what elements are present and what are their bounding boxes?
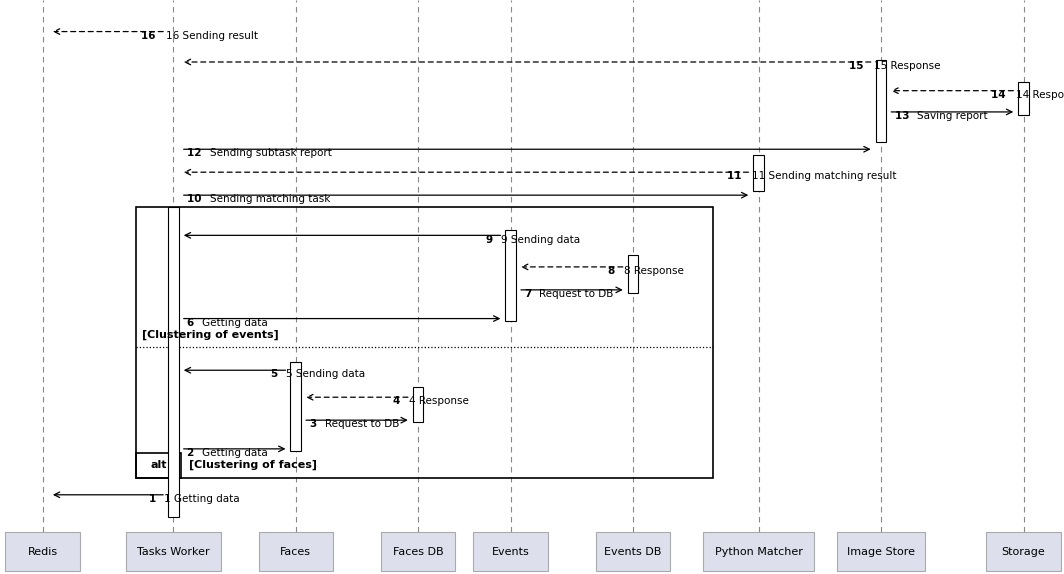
Bar — [986, 532, 1061, 571]
Bar — [628, 255, 638, 293]
Text: 12: 12 — [187, 149, 205, 158]
Text: 15: 15 — [849, 61, 867, 71]
Text: 13: 13 — [895, 111, 913, 121]
Text: Sending matching task: Sending matching task — [210, 195, 330, 204]
Bar — [505, 230, 516, 321]
Text: 5 Sending data: 5 Sending data — [286, 370, 366, 379]
Text: 16: 16 — [142, 31, 160, 41]
Text: 9: 9 — [486, 235, 497, 245]
Bar — [381, 532, 455, 571]
Text: 1: 1 — [149, 494, 160, 504]
Bar — [702, 532, 815, 571]
Text: 16 Sending result: 16 Sending result — [166, 31, 259, 41]
Bar — [136, 207, 713, 478]
Text: Getting data: Getting data — [202, 448, 268, 458]
Text: 1 Getting data: 1 Getting data — [164, 494, 239, 504]
Bar — [413, 387, 423, 422]
Text: Redis: Redis — [28, 546, 57, 557]
Bar — [1018, 82, 1029, 115]
Text: 4: 4 — [394, 397, 404, 406]
Text: Sending subtask report: Sending subtask report — [210, 149, 332, 158]
Text: Events DB: Events DB — [604, 546, 662, 557]
Text: Request to DB: Request to DB — [539, 289, 614, 299]
Bar — [259, 532, 333, 571]
Text: Storage: Storage — [1001, 546, 1046, 557]
Text: 11: 11 — [727, 172, 745, 181]
Text: Faces DB: Faces DB — [393, 546, 444, 557]
Text: Faces: Faces — [280, 546, 312, 557]
Text: Python Matcher: Python Matcher — [715, 546, 802, 557]
Bar — [136, 453, 181, 478]
Text: 11 Sending matching result: 11 Sending matching result — [751, 172, 896, 181]
Text: 7: 7 — [525, 289, 535, 299]
Bar — [290, 362, 301, 451]
Text: Image Store: Image Store — [847, 546, 915, 557]
Bar — [168, 207, 179, 517]
Text: [Clustering of faces]: [Clustering of faces] — [189, 460, 317, 470]
Text: 6: 6 — [187, 318, 198, 328]
Text: 2: 2 — [187, 448, 198, 458]
Text: Tasks Worker: Tasks Worker — [137, 546, 210, 557]
Text: 3: 3 — [310, 420, 320, 429]
Bar — [126, 532, 221, 571]
Bar — [5, 532, 80, 571]
Text: 8: 8 — [609, 266, 619, 276]
Text: alt: alt — [150, 460, 167, 470]
Text: 10: 10 — [187, 195, 205, 204]
Text: Request to DB: Request to DB — [325, 420, 399, 429]
Text: Events: Events — [492, 546, 530, 557]
Text: 8 Response: 8 Response — [624, 266, 683, 276]
Text: 9 Sending data: 9 Sending data — [501, 235, 581, 245]
Text: 4 Response: 4 Response — [409, 397, 468, 406]
Text: Getting data: Getting data — [202, 318, 268, 328]
Text: Saving report: Saving report — [917, 111, 987, 121]
Text: 14 Response: 14 Response — [1016, 90, 1064, 100]
Text: 5: 5 — [271, 370, 282, 379]
Bar — [876, 60, 886, 142]
Text: 15 Response: 15 Response — [874, 61, 941, 71]
Bar — [473, 532, 548, 571]
Bar — [837, 532, 925, 571]
Text: [Clustering of events]: [Clustering of events] — [142, 329, 279, 340]
Bar — [753, 155, 764, 191]
Bar — [596, 532, 670, 571]
Text: 14: 14 — [992, 90, 1010, 100]
